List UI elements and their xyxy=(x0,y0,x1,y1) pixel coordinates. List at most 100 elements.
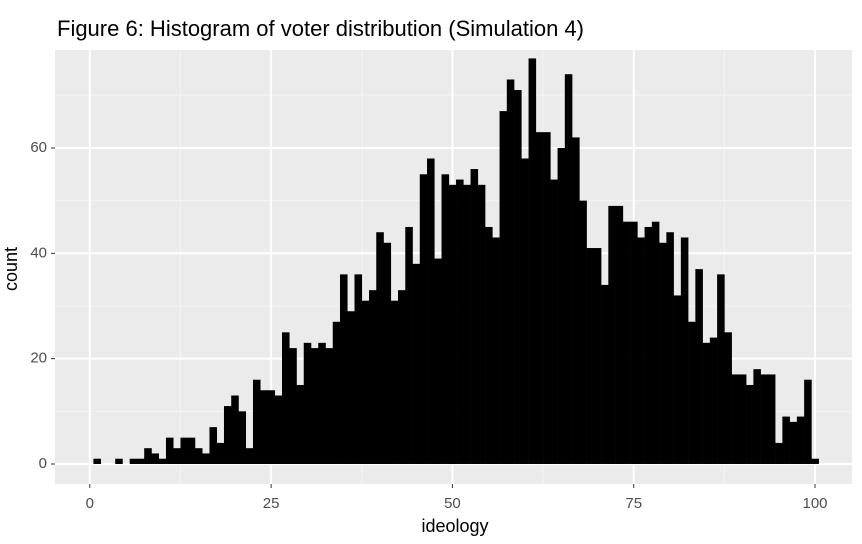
bar xyxy=(579,200,587,464)
bar xyxy=(550,179,558,464)
bar xyxy=(398,290,406,464)
x-tick-label: 0 xyxy=(86,495,94,512)
bar xyxy=(622,221,631,464)
x-axis-label: ideology xyxy=(421,516,488,536)
bar xyxy=(485,226,493,464)
bar xyxy=(767,374,776,464)
bar xyxy=(586,248,595,464)
bar xyxy=(390,300,399,464)
bar xyxy=(180,437,189,464)
bar xyxy=(680,237,689,464)
bar xyxy=(789,421,798,464)
bar xyxy=(514,90,522,464)
bar xyxy=(477,184,486,464)
bar xyxy=(695,269,703,464)
bar xyxy=(332,321,341,464)
y-tick-label: 0 xyxy=(39,455,47,472)
bar xyxy=(463,184,471,464)
bar xyxy=(354,274,363,464)
bar xyxy=(361,300,370,464)
x-tick-label: 75 xyxy=(625,495,642,512)
bar xyxy=(456,179,464,464)
bar xyxy=(405,226,413,464)
bar xyxy=(340,274,348,464)
bar xyxy=(289,348,297,464)
bar xyxy=(252,379,261,464)
bar xyxy=(223,406,232,464)
bar xyxy=(731,374,740,464)
bar xyxy=(129,458,138,464)
y-tick-label: 20 xyxy=(30,350,47,367)
bar xyxy=(796,416,805,464)
bar xyxy=(173,448,181,464)
bar xyxy=(347,311,355,464)
bar xyxy=(521,158,529,464)
bar xyxy=(238,411,247,464)
x-tick-label: 25 xyxy=(263,495,280,512)
bar xyxy=(601,284,609,464)
y-axis-label: count xyxy=(1,247,21,291)
bar xyxy=(535,132,544,464)
bar xyxy=(245,448,254,464)
bar xyxy=(666,232,674,464)
bar xyxy=(412,263,421,464)
bar xyxy=(746,384,754,464)
bar xyxy=(376,232,384,464)
bar xyxy=(608,205,616,464)
bar xyxy=(93,458,101,464)
bar xyxy=(593,248,602,464)
bar xyxy=(310,348,319,464)
chart-title: Figure 6: Histogram of voter distributio… xyxy=(57,16,584,41)
bar xyxy=(260,390,268,464)
x-tick-label: 100 xyxy=(802,495,827,512)
bar xyxy=(615,205,624,464)
bar xyxy=(804,379,812,464)
bar xyxy=(303,342,312,464)
bar xyxy=(296,384,305,464)
bar xyxy=(136,458,145,464)
bar xyxy=(753,369,761,464)
bar xyxy=(702,342,711,464)
bar xyxy=(209,427,218,464)
bar xyxy=(688,321,696,464)
bar xyxy=(738,374,747,464)
bar xyxy=(557,147,566,464)
bar xyxy=(115,458,123,464)
bar xyxy=(673,295,682,464)
bar xyxy=(441,174,450,464)
bar xyxy=(194,448,203,464)
x-tick-label: 50 xyxy=(444,495,461,512)
bar xyxy=(543,132,551,464)
bar xyxy=(782,416,790,464)
bar xyxy=(281,332,290,464)
y-tick-label: 40 xyxy=(30,244,47,261)
bar xyxy=(267,390,276,464)
bar xyxy=(151,453,160,464)
y-tick-label: 60 xyxy=(30,139,47,156)
bar xyxy=(630,221,638,464)
bar xyxy=(216,442,225,464)
bar xyxy=(499,111,508,464)
bar xyxy=(325,348,334,464)
bar xyxy=(760,374,769,464)
bar xyxy=(717,274,725,464)
bar xyxy=(419,174,428,464)
bar xyxy=(318,342,326,464)
bar xyxy=(434,258,442,464)
bar xyxy=(811,458,819,464)
bar xyxy=(564,74,573,464)
bar xyxy=(448,184,457,464)
bar xyxy=(187,437,196,464)
bar xyxy=(165,437,174,464)
bar xyxy=(274,395,283,464)
bar xyxy=(528,58,537,464)
bar xyxy=(637,237,645,464)
bar xyxy=(202,453,210,464)
bar xyxy=(659,242,667,464)
bar xyxy=(427,158,435,464)
bar xyxy=(369,290,377,464)
bar xyxy=(775,442,783,464)
bar xyxy=(724,332,732,464)
bar xyxy=(644,226,653,464)
